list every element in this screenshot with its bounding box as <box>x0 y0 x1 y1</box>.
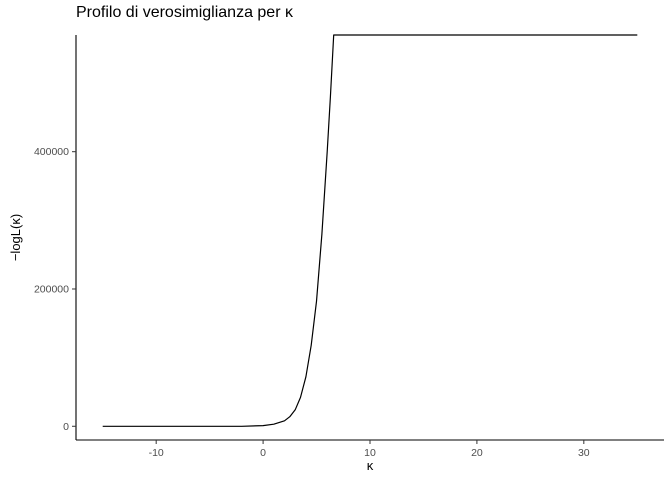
y-tick-label: 0 <box>63 421 69 433</box>
x-tick-label: 20 <box>471 447 483 459</box>
x-axis-title: κ <box>367 458 374 473</box>
x-tick-label: 30 <box>578 447 590 459</box>
y-tick-label: 200000 <box>34 283 69 295</box>
x-tick-label: -10 <box>149 447 164 459</box>
chart-title: Profilo di verosimiglianza per κ <box>76 4 293 21</box>
y-tick-label: 400000 <box>34 146 69 158</box>
y-axis-title: −logL(κ) <box>8 214 23 261</box>
x-tick-label: 0 <box>260 447 266 459</box>
x-tick-label: 10 <box>364 447 376 459</box>
likelihood-profile-line <box>102 34 638 427</box>
